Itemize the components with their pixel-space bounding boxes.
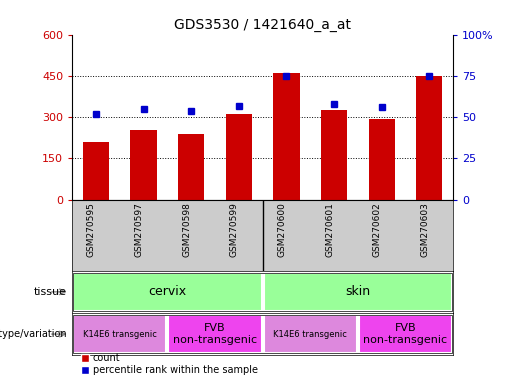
Bar	[321, 110, 347, 200]
Text: FVB
non-transgenic: FVB non-transgenic	[364, 323, 448, 345]
Bar	[83, 142, 109, 200]
Bar	[178, 134, 204, 200]
Bar	[273, 73, 300, 200]
Bar	[264, 273, 452, 311]
Bar	[168, 315, 262, 353]
Text: GSM270595: GSM270595	[87, 202, 96, 257]
Bar	[226, 114, 252, 200]
Text: GSM270602: GSM270602	[373, 202, 382, 257]
Bar	[264, 315, 357, 353]
Text: tissue: tissue	[34, 287, 67, 297]
Text: genotype/variation: genotype/variation	[0, 329, 67, 339]
Legend: count, percentile rank within the sample: count, percentile rank within the sample	[77, 349, 262, 379]
Bar	[130, 129, 157, 200]
Text: GSM270599: GSM270599	[230, 202, 239, 257]
Text: GSM270597: GSM270597	[134, 202, 144, 257]
Title: GDS3530 / 1421640_a_at: GDS3530 / 1421640_a_at	[174, 18, 351, 32]
Bar	[369, 119, 395, 200]
Text: K14E6 transgenic: K14E6 transgenic	[273, 329, 347, 339]
Text: skin: skin	[346, 285, 370, 298]
Text: GSM270601: GSM270601	[325, 202, 334, 257]
Text: GSM270600: GSM270600	[278, 202, 286, 257]
Bar	[73, 315, 166, 353]
Text: cervix: cervix	[148, 285, 186, 298]
Text: FVB
non-transgenic: FVB non-transgenic	[173, 323, 257, 345]
Text: K14E6 transgenic: K14E6 transgenic	[83, 329, 157, 339]
Bar	[416, 76, 442, 200]
Bar	[359, 315, 452, 353]
Text: GSM270603: GSM270603	[420, 202, 430, 257]
Bar	[73, 273, 262, 311]
Text: GSM270598: GSM270598	[182, 202, 191, 257]
